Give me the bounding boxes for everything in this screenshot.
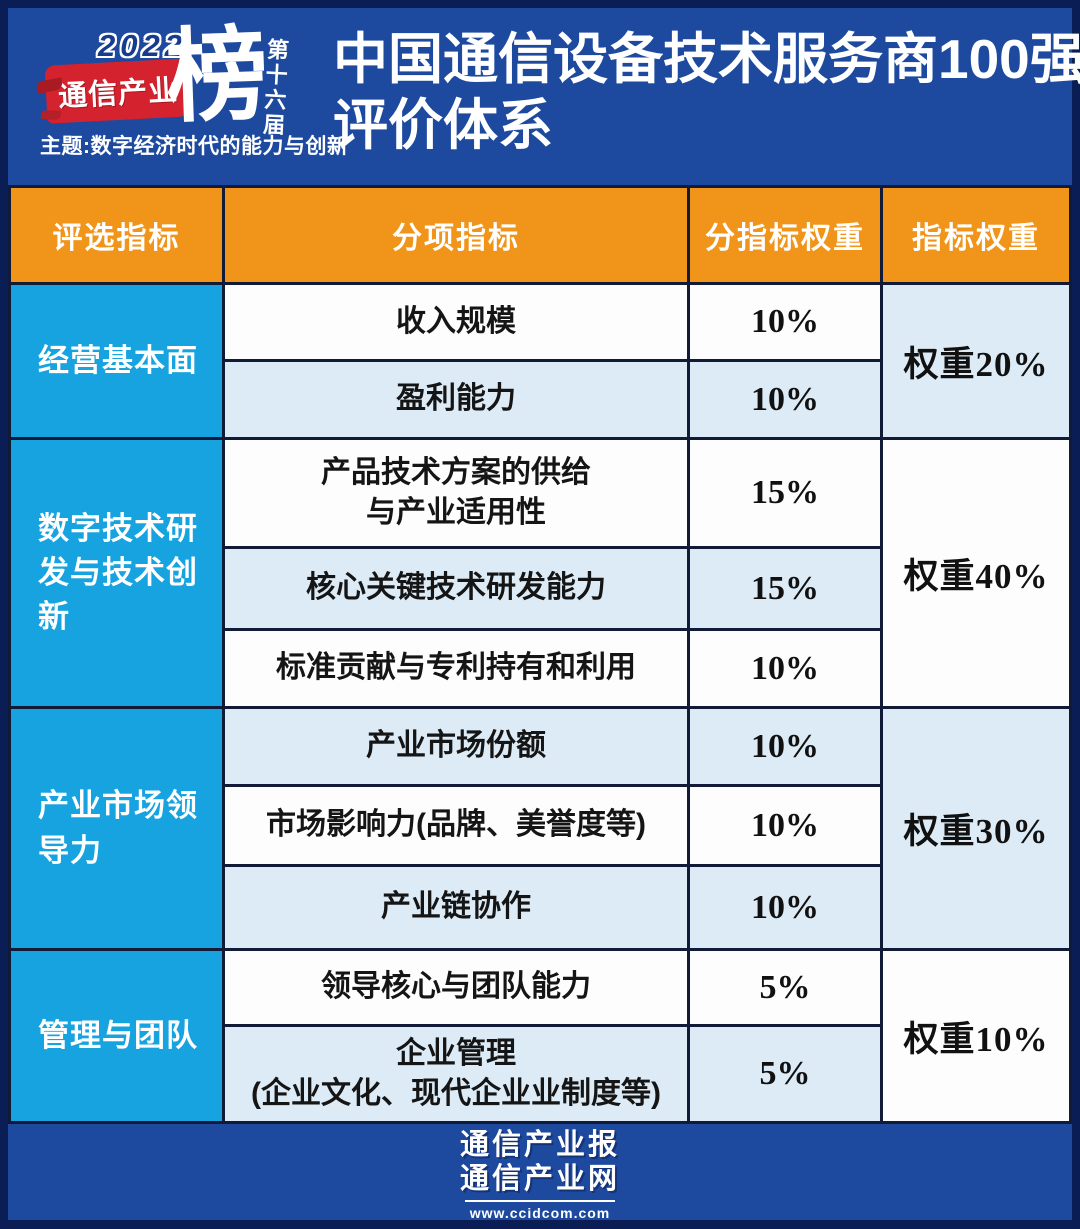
event-logo: 2022 通信产业 榜 第十六届 主题:数字经济时代的能力与创新 — [30, 14, 348, 178]
weight-cell-30: 权重30% — [883, 709, 1069, 948]
title-line-1: 中国通信设备技术服务商100强 — [333, 28, 1080, 90]
title-line-2: 评价体系 — [333, 94, 554, 156]
indicator-cell-industry-chain-collab: 产业链协作 — [225, 867, 687, 948]
header-cell-indicator-weight: 指标权重 — [883, 188, 1069, 282]
footer-divider — [465, 1200, 615, 1202]
category-cell-business-fundamentals: 经营基本面 — [11, 285, 222, 437]
subweight-cell-market-share: 10% — [690, 709, 880, 784]
footer-url: www.ccidcom.com — [469, 1205, 611, 1221]
logo-edition-vertical: 第十六届 — [258, 37, 290, 139]
indicator-cell-market-share: 产业市场份额 — [225, 709, 687, 784]
subweight-cell-profitability: 10% — [690, 362, 880, 437]
weight-cell-40: 权重40% — [883, 440, 1069, 706]
subweight-cell-industry-chain-collab: 10% — [690, 867, 880, 948]
indicator-cell-profitability: 盈利能力 — [225, 362, 687, 437]
indicator-cell-leadership-team: 领导核心与团队能力 — [225, 951, 687, 1024]
evaluation-table: 评选指标 分项指标 分指标权重 指标权重 经营基本面 收入规模 10% 盈利能力… — [8, 185, 1072, 1124]
logo-year: 2022 — [98, 28, 187, 63]
weight-cell-20: 权重20% — [883, 285, 1069, 437]
category-cell-management-team: 管理与团队 — [11, 951, 222, 1121]
footer: 通信产业报 通信产业网 www.ccidcom.com — [0, 1128, 1080, 1221]
indicator-cell-enterprise-management: 企业管理 (企业文化、现代企业业制度等) — [225, 1027, 687, 1121]
category-cell-digital-rnd: 数字技术研发与技术创新 — [11, 440, 222, 706]
indicator-cell-revenue-scale: 收入规模 — [225, 285, 687, 359]
indicator-cell-standards-patents: 标准贡献与专利持有和利用 — [225, 631, 687, 706]
header-cell-sub-weight: 分指标权重 — [690, 188, 880, 282]
footer-brand-web: 通信产业网 — [459, 1163, 620, 1195]
logo-theme-text: 主题:数字经济时代的能力与创新 — [40, 135, 349, 158]
subweight-cell-core-tech-rnd: 15% — [690, 549, 880, 628]
poster-title: 中国通信设备技术服务商100强 评价体系 — [333, 26, 1080, 158]
header-cell-selection-indicator: 评选指标 — [11, 188, 222, 282]
logo-bang-character: 榜 — [163, 14, 271, 138]
logo-brand-text: 通信产业 — [57, 74, 179, 114]
indicator-cell-market-influence: 市场影响力(品牌、美誉度等) — [225, 787, 687, 864]
subweight-cell-product-solution-supply: 15% — [690, 440, 880, 546]
subweight-cell-leadership-team: 5% — [690, 951, 880, 1024]
header-cell-sub-indicator: 分项指标 — [225, 188, 687, 282]
subweight-cell-standards-patents: 10% — [690, 631, 880, 706]
subweight-cell-enterprise-management: 5% — [690, 1027, 880, 1121]
weight-cell-10: 权重10% — [883, 951, 1069, 1121]
indicator-cell-product-solution-supply: 产品技术方案的供给 与产业适用性 — [225, 440, 687, 546]
category-cell-market-leadership: 产业市场领导力 — [11, 709, 222, 948]
indicator-cell-core-tech-rnd: 核心关键技术研发能力 — [225, 549, 687, 628]
footer-brand-paper: 通信产业报 — [459, 1129, 620, 1161]
subweight-cell-revenue-scale: 10% — [690, 285, 880, 359]
subweight-cell-market-influence: 10% — [690, 787, 880, 864]
